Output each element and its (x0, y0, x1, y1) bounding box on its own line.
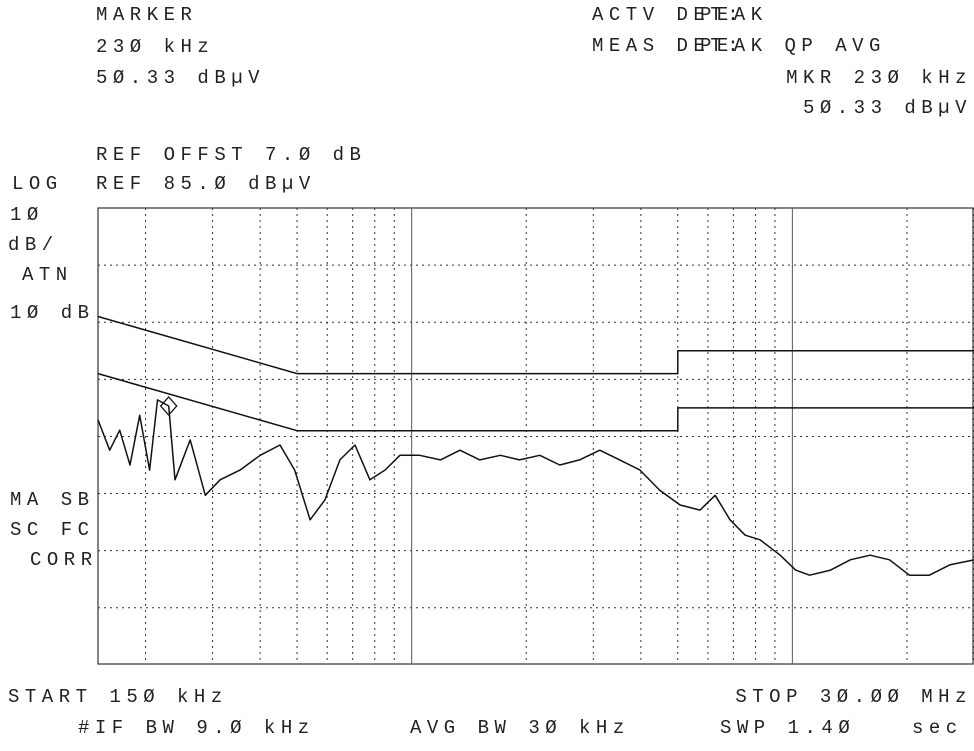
label: 1Ø dB (10, 302, 95, 324)
label: MKR 23Ø kHz (786, 67, 972, 89)
trace (97, 372, 974, 432)
label: 23Ø kHz (96, 36, 214, 58)
label: SC FC (10, 519, 95, 541)
label: AVG BW 3Ø kHz (410, 717, 630, 739)
label: PEAK QP AVG (700, 35, 886, 57)
label: #IF BW 9.Ø kHz (78, 717, 315, 739)
label: 5Ø.33 dBµV (803, 97, 972, 119)
plot-frame (97, 207, 974, 665)
label: PEAK (700, 4, 768, 26)
label: 5Ø.33 dBµV (96, 67, 265, 89)
label: sec (912, 717, 963, 739)
label: STOP 3Ø.ØØ MHz (735, 686, 972, 708)
trace (97, 399, 974, 576)
label: REF OFFST 7.Ø dB (96, 144, 366, 166)
label: MA SB (10, 489, 95, 511)
label: ATN (22, 264, 73, 286)
trace (97, 315, 974, 375)
label: CORR (30, 549, 98, 571)
label: LOG (12, 173, 63, 195)
label: SWP 1.4Ø (720, 717, 855, 739)
label: 1Ø (10, 204, 44, 226)
label: REF 85.Ø dBµV (96, 173, 316, 195)
label: START 15Ø kHz (8, 686, 228, 708)
label: dB/ (8, 234, 59, 256)
label: ACTV DET: (592, 4, 744, 26)
label: MARKER (96, 4, 197, 26)
label: MEAS DET: (592, 35, 744, 57)
marker-diamond (159, 396, 178, 416)
